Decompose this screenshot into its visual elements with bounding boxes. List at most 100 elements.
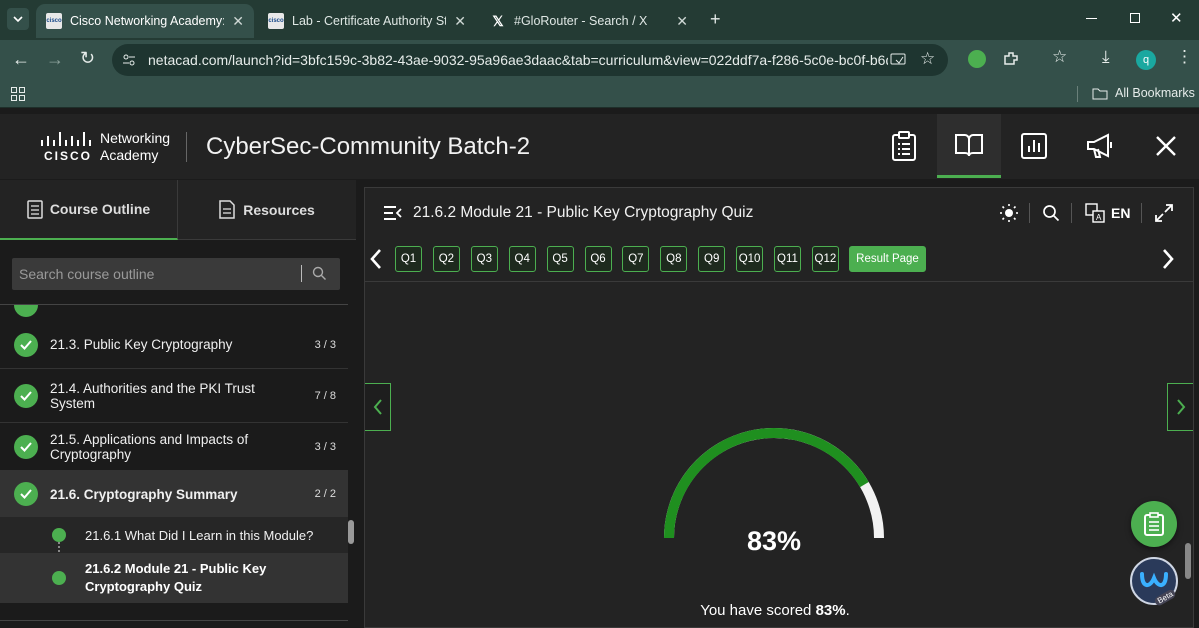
floating-clipboard-button[interactable] bbox=[1131, 501, 1177, 547]
browser-tab-1[interactable]: cisco Cisco Networking Academy: Cy ✕ bbox=[36, 4, 254, 38]
panel-header bbox=[365, 188, 1193, 282]
megaphone-icon bbox=[1087, 133, 1112, 158]
document-icon bbox=[219, 200, 235, 219]
outline-item-21-5[interactable]: 21.5. Applications and Impacts of Crypto… bbox=[0, 423, 348, 471]
address-bar[interactable]: netacad.com/launch?id=3bfc159c-3b82-43ae… bbox=[112, 44, 948, 76]
profile-avatar[interactable]: q bbox=[1136, 50, 1156, 70]
outline-subitem-label: 21.6.2 Module 21 - Public Key Cryptograp… bbox=[85, 561, 267, 594]
result-page-button[interactable]: Result Page bbox=[849, 246, 926, 272]
language-selector[interactable]: A EN bbox=[1085, 203, 1130, 223]
app-header: CISCO Networking Academy CyberSec-Commun… bbox=[0, 114, 1199, 179]
outline-subitem-21-6-1[interactable]: 21.6.1 What Did I Learn in this Module? bbox=[0, 517, 348, 553]
search-icon[interactable] bbox=[1042, 204, 1060, 222]
prev-question-chevron-icon[interactable] bbox=[369, 248, 383, 270]
close-tab-icon[interactable]: ✕ bbox=[454, 12, 466, 29]
close-course-button[interactable] bbox=[1134, 114, 1198, 178]
announcements-button[interactable] bbox=[1068, 114, 1132, 178]
tab-resources[interactable]: Resources bbox=[178, 180, 356, 240]
panel-scrollbar[interactable] bbox=[1185, 543, 1191, 579]
score-gauge bbox=[664, 428, 884, 539]
question-button-8[interactable]: Q8 bbox=[660, 246, 688, 272]
outline-item-21-4[interactable]: 21.4. Authorities and the PKI Trust Syst… bbox=[0, 369, 348, 423]
question-button-10[interactable]: Q10 bbox=[736, 246, 764, 272]
quiz-title: 21.6.2 Module 21 - Public Key Cryptograp… bbox=[413, 204, 754, 221]
outline-item-count: 7 / 8 bbox=[314, 389, 336, 402]
extension-robot-icon[interactable] bbox=[968, 50, 986, 68]
cast-icon[interactable] bbox=[890, 52, 906, 68]
forward-icon[interactable]: → bbox=[46, 49, 64, 69]
close-tab-icon[interactable]: ✕ bbox=[676, 12, 688, 29]
check-circle-icon bbox=[14, 305, 38, 317]
question-button-7[interactable]: Q7 bbox=[622, 246, 650, 272]
cisco-logo[interactable]: CISCO Networking Academy bbox=[40, 130, 180, 164]
quiz-panel: 21.6.2 Module 21 - Public Key Cryptograp… bbox=[364, 187, 1194, 628]
folder-icon bbox=[1092, 88, 1108, 99]
theme-brightness-icon[interactable] bbox=[999, 203, 1019, 223]
outline-list: 21.3. Public Key Cryptography 3 / 3 21.4… bbox=[0, 304, 348, 608]
menu-kebab-icon[interactable]: ⋮ bbox=[1176, 47, 1193, 66]
floating-assistant-button[interactable]: Beta bbox=[1130, 557, 1178, 608]
search-icon[interactable] bbox=[312, 266, 327, 281]
reading-list-icon[interactable]: ☆ bbox=[1052, 47, 1068, 66]
check-circle-icon bbox=[14, 332, 38, 357]
download-icon[interactable]: ⤓ bbox=[1102, 47, 1110, 66]
minimize-icon[interactable] bbox=[1086, 18, 1097, 19]
language-code: EN bbox=[1111, 205, 1131, 221]
question-button-6[interactable]: Q6 bbox=[584, 246, 612, 272]
close-tab-icon[interactable]: ✕ bbox=[232, 12, 244, 29]
toggle-outline-icon[interactable] bbox=[383, 205, 403, 221]
bookmarks-divider bbox=[1077, 86, 1078, 102]
gauge-track bbox=[664, 428, 884, 539]
bookmark-star-icon[interactable]: ☆ bbox=[920, 49, 936, 68]
score-percent: 83% bbox=[746, 526, 802, 556]
close-icon bbox=[1156, 136, 1176, 156]
question-button-5[interactable]: Q5 bbox=[546, 246, 574, 272]
question-button-11[interactable]: Q11 bbox=[774, 246, 801, 272]
bookmarks-bar: All Bookmarks bbox=[0, 80, 1199, 108]
apps-grid-icon[interactable] bbox=[11, 87, 25, 101]
header-sep-1 bbox=[1029, 203, 1030, 223]
chevron-left-icon bbox=[373, 399, 382, 415]
question-button-9[interactable]: Q9 bbox=[698, 246, 726, 272]
tab-search-button[interactable] bbox=[7, 8, 29, 30]
outline-subitem-21-6-2[interactable]: 21.6.2 Module 21 - Public Key Cryptograp… bbox=[0, 553, 348, 603]
reload-icon[interactable]: ↻ bbox=[80, 48, 96, 68]
check-circle-icon bbox=[14, 434, 38, 459]
progress-button[interactable] bbox=[1002, 114, 1066, 178]
browser-tab-2[interactable]: cisco Lab - Certificate Authority Store … bbox=[258, 4, 476, 38]
next-question-chevron-icon[interactable] bbox=[1161, 248, 1175, 270]
restore-icon[interactable] bbox=[1130, 13, 1140, 23]
question-button-4[interactable]: Q4 bbox=[508, 246, 536, 272]
document-list-icon bbox=[27, 199, 43, 219]
outline-item-count: 2 / 2 bbox=[314, 488, 336, 500]
grades-button[interactable] bbox=[872, 114, 936, 178]
score-sentence: You have scored 83%. bbox=[700, 602, 850, 619]
x-logo-icon: 𝕏 bbox=[492, 12, 504, 29]
outline-item-label: 21.3. Public Key Cryptography bbox=[50, 337, 233, 352]
tab-title: Cisco Networking Academy: Cy bbox=[70, 14, 225, 28]
outline-scrollbar[interactable] bbox=[348, 520, 354, 544]
expand-fullscreen-icon[interactable] bbox=[1155, 204, 1173, 222]
course-title: CyberSec-Community Batch-2 bbox=[206, 133, 531, 160]
question-button-2[interactable]: Q2 bbox=[432, 246, 460, 272]
next-page-button[interactable] bbox=[1167, 383, 1193, 431]
site-info-icon[interactable] bbox=[122, 53, 136, 67]
tab-course-outline[interactable]: Course Outline bbox=[0, 180, 178, 240]
back-icon[interactable]: ← bbox=[12, 49, 30, 69]
chevron-down-icon bbox=[13, 16, 23, 23]
header-divider bbox=[186, 132, 187, 162]
question-button-3[interactable]: Q3 bbox=[470, 246, 498, 272]
outline-item-21-6[interactable]: 21.6. Cryptography Summary 2 / 2 bbox=[0, 471, 348, 517]
outline-item-21-3[interactable]: 21.3. Public Key Cryptography 3 / 3 bbox=[0, 321, 348, 369]
outline-item-label: 21.4. Authorities and the PKI Trust Syst… bbox=[50, 380, 255, 411]
search-course-outline-input[interactable]: Search course outline bbox=[12, 258, 340, 290]
browser-tab-3[interactable]: 𝕏 #GloRouter - Search / X ✕ bbox=[480, 4, 698, 38]
new-tab-icon[interactable]: + bbox=[710, 9, 721, 29]
course-button[interactable] bbox=[937, 114, 1001, 178]
question-button-12[interactable]: Q12 bbox=[811, 246, 839, 272]
question-button-1[interactable]: Q1 bbox=[395, 246, 422, 272]
all-bookmarks-folder[interactable]: All Bookmarks bbox=[1092, 86, 1195, 100]
extensions-puzzle-icon[interactable] bbox=[1002, 50, 1020, 68]
close-window-icon[interactable]: ✕ bbox=[1170, 10, 1183, 27]
prev-page-button[interactable] bbox=[365, 383, 391, 431]
